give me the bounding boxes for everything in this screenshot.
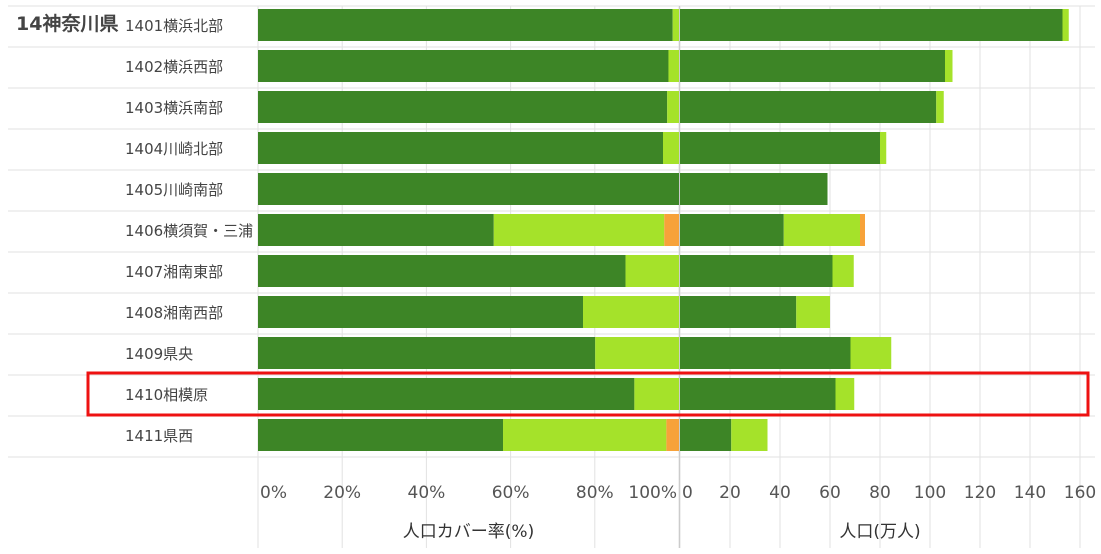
coverage-bar-segment [493, 214, 665, 246]
population-bar-segment [731, 419, 768, 451]
prefecture-label: 14神奈川県 [16, 12, 118, 35]
coverage-bar-segment [258, 9, 673, 41]
coverage-bar-segment [668, 50, 679, 82]
category-label: 1404川崎北部 [125, 140, 223, 158]
coverage-bar-segment [503, 419, 667, 451]
category-label: 1406横須賀・三浦 [125, 222, 253, 240]
population-bar-segment [680, 132, 880, 164]
coverage-axis-title: 人口カバー率(%) [403, 522, 534, 542]
coverage-bar-segment [258, 173, 679, 205]
highlight-box [86, 371, 1090, 417]
coverage-bar-segment [583, 296, 679, 328]
population-bar-segment [860, 214, 865, 246]
category-label: 1402横浜西部 [125, 58, 223, 76]
coverage-bar-segment [258, 378, 635, 410]
category-label: 1405川崎南部 [125, 181, 223, 199]
category-label: 1403横浜南部 [125, 99, 223, 117]
population-bar-segment [945, 50, 953, 82]
category-label: 1407湘南東部 [125, 263, 223, 281]
population-bar-segment [1062, 9, 1069, 41]
population-bar-segment [832, 255, 854, 287]
coverage-bar-segment [258, 50, 669, 82]
bars-layer [258, 9, 1069, 451]
coverage-tick-label: 0% [260, 483, 287, 503]
population-tick-label: 160 [1064, 483, 1096, 503]
coverage-bar-segment [663, 132, 679, 164]
population-bar-segment [680, 255, 833, 287]
coverage-bar-segment [672, 9, 679, 41]
coverage-bar-segment [258, 337, 596, 369]
population-bar-segment [680, 296, 797, 328]
category-label: 1408湘南西部 [125, 304, 223, 322]
category-label: 1401横浜北部 [125, 17, 223, 35]
population-bar-segment [680, 91, 937, 123]
category-label: 1411県西 [125, 427, 193, 445]
population-bar-segment [880, 132, 887, 164]
population-bar-segment [680, 337, 851, 369]
population-bar-segment [680, 214, 784, 246]
coverage-bar-segment [258, 132, 664, 164]
population-bar-segment [835, 378, 855, 410]
category-label: 1410相模原 [125, 386, 208, 404]
coverage-tick-label: 40% [408, 483, 446, 503]
coverage-tick-label: 60% [492, 483, 530, 503]
coverage-tick-label: 100% [628, 483, 677, 503]
coverage-bar-segment [258, 214, 494, 246]
coverage-tick-label: 20% [323, 483, 361, 503]
population-bar-segment [680, 50, 945, 82]
population-axis-title: 人口(万人) [839, 522, 920, 542]
population-bar-segment [680, 173, 828, 205]
coverage-bar-segment [595, 337, 679, 369]
population-tick-label: 100 [914, 483, 946, 503]
category-label: 1409県央 [125, 345, 193, 363]
coverage-bar-segment [258, 296, 584, 328]
population-tick-label: 0 [682, 483, 693, 503]
coverage-bar-segment [634, 378, 679, 410]
population-tick-label: 80 [869, 483, 891, 503]
coverage-tick-label: 80% [576, 483, 614, 503]
population-tick-label: 40 [769, 483, 791, 503]
coverage-bar-segment [667, 91, 679, 123]
population-bar-segment [796, 296, 830, 328]
axis-layer: 0% 20% 40% 60% 80% 100% 人口カバー率(%) 0 20 40 60 80 100 1… [260, 483, 1096, 542]
population-tick-label: 140 [1014, 483, 1046, 503]
population-bar-segment [850, 337, 892, 369]
coverage-bar-segment [625, 255, 679, 287]
population-tick-label: 60 [819, 483, 841, 503]
population-bar-segment [680, 378, 836, 410]
coverage-bar-segment [666, 419, 679, 451]
population-bar-segment [783, 214, 860, 246]
population-tick-label: 120 [964, 483, 996, 503]
population-tick-label: 20 [719, 483, 741, 503]
population-bar-segment [680, 9, 1063, 41]
coverage-bar-segment [664, 214, 679, 246]
population-bar-segment [936, 91, 944, 123]
coverage-bar-segment [258, 419, 504, 451]
population-bar-segment [680, 419, 732, 451]
coverage-bar-segment [258, 91, 668, 123]
coverage-bar-segment [258, 255, 626, 287]
labels-layer: 14神奈川県 1401横浜北部 1402横浜西部 1403横浜南部 1404川崎北部 1… [16, 12, 253, 445]
